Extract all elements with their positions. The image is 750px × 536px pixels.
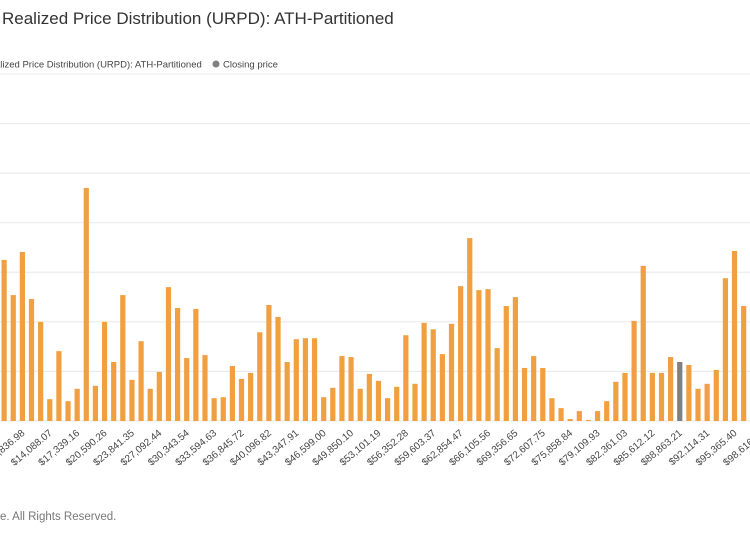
bar <box>448 323 455 421</box>
legend-marker <box>212 60 220 68</box>
bar <box>248 372 254 421</box>
bar <box>284 362 290 421</box>
bar <box>394 386 400 421</box>
bar <box>649 372 655 421</box>
bar <box>658 372 665 421</box>
bar <box>56 351 62 421</box>
bar <box>485 289 491 421</box>
bar <box>330 387 336 421</box>
bar <box>695 388 701 421</box>
bar <box>147 388 153 421</box>
bar <box>403 335 409 421</box>
bar <box>713 369 719 421</box>
bar <box>640 265 646 421</box>
bar <box>138 341 144 421</box>
bar <box>503 305 509 421</box>
bar <box>83 188 89 421</box>
bar <box>576 411 582 421</box>
bar <box>202 355 208 421</box>
bar <box>421 322 427 421</box>
chart-title: Realized Price Distribution (URPD): ATH-… <box>2 9 394 28</box>
bar <box>412 383 418 421</box>
bar <box>549 398 555 421</box>
bar <box>156 371 162 421</box>
bar <box>512 297 519 421</box>
bar <box>266 305 272 421</box>
bar <box>184 358 190 421</box>
bar <box>677 362 683 421</box>
bar <box>175 307 181 421</box>
bar <box>540 367 546 421</box>
bar <box>439 354 445 421</box>
bar <box>165 287 172 421</box>
bar <box>193 308 199 421</box>
bar <box>101 321 108 421</box>
bar <box>65 401 71 421</box>
bar <box>375 380 382 421</box>
bar <box>384 398 391 421</box>
bar <box>366 373 372 421</box>
bar <box>704 383 710 421</box>
bar <box>631 320 637 421</box>
bar <box>28 299 35 421</box>
bar <box>211 398 217 421</box>
bar <box>731 250 738 421</box>
bar <box>220 397 226 421</box>
bar <box>129 379 135 421</box>
bar <box>1 259 7 421</box>
bar <box>613 381 619 421</box>
bar <box>585 420 592 421</box>
bar <box>74 388 80 421</box>
legend-label: alized Price Distribution (URPD): ATH-Pa… <box>0 60 202 71</box>
bar <box>238 378 245 421</box>
bar <box>47 399 53 421</box>
bar <box>275 316 281 421</box>
bar <box>302 338 309 421</box>
bar <box>668 357 674 421</box>
bar <box>339 356 345 421</box>
bar <box>567 419 573 421</box>
footer: e. All Rights Reserved. <box>0 511 116 523</box>
bar <box>321 397 327 421</box>
bar <box>604 401 610 421</box>
legend-label: Closing price <box>223 60 278 71</box>
bar <box>686 364 692 421</box>
bar <box>19 251 25 421</box>
bar <box>430 329 436 421</box>
bar <box>558 408 564 421</box>
bar <box>348 357 354 421</box>
bar <box>722 278 728 421</box>
bar <box>467 238 473 421</box>
bar <box>10 295 16 421</box>
bar <box>357 388 363 421</box>
bar <box>741 305 747 421</box>
bar <box>38 321 44 421</box>
bar <box>531 356 537 421</box>
bar <box>476 290 482 421</box>
bar <box>257 332 263 421</box>
bar <box>120 295 126 421</box>
bar <box>111 362 117 421</box>
bar <box>594 411 601 421</box>
bar <box>293 339 299 421</box>
bar <box>229 365 235 421</box>
bar <box>458 286 464 421</box>
bar <box>521 367 528 421</box>
bar <box>92 385 99 421</box>
bar <box>311 338 318 421</box>
bar <box>622 372 628 421</box>
bar <box>494 348 500 421</box>
